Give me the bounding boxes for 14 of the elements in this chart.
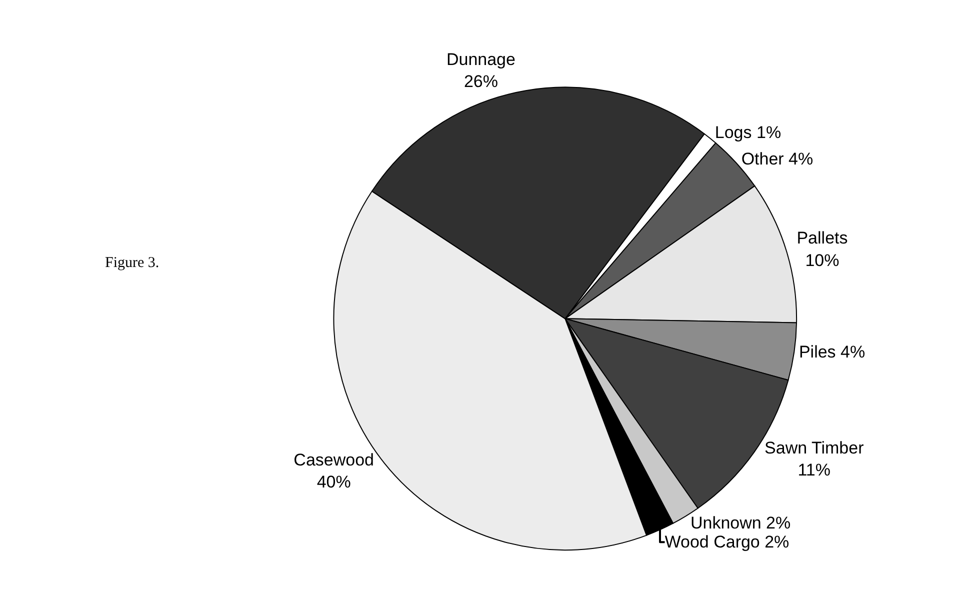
slice-label: Logs 1%	[714, 123, 782, 142]
data-label: 40%	[316, 472, 351, 492]
slice-label: Piles 4%	[798, 342, 866, 362]
slice-label: Unknown 2%	[690, 514, 791, 533]
slice-label: Pallets	[796, 228, 848, 248]
caption: Figure 3.	[105, 255, 160, 271]
slice-label: Dunnage	[446, 50, 516, 70]
slice-label: Sawn Timber	[764, 438, 864, 458]
slice-label: Wood Cargo 2%	[664, 532, 790, 552]
slice-label: Casewood	[294, 450, 374, 470]
data-label: 26%	[464, 72, 498, 92]
slice-label: Other 4%	[741, 149, 814, 168]
data-label: 10%	[805, 250, 840, 270]
data-label: 11%	[798, 460, 830, 480]
